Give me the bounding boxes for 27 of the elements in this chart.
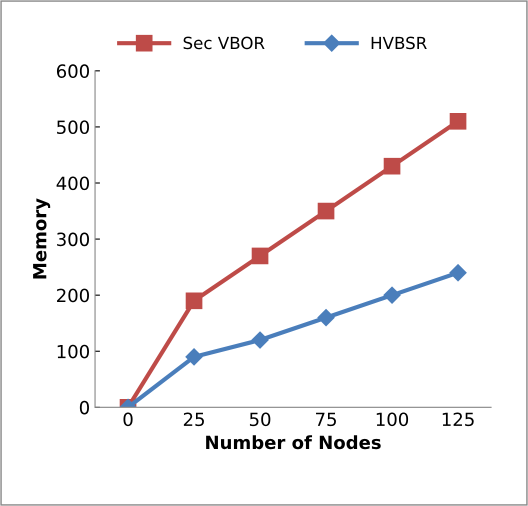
- x-tick-label: 25: [184, 412, 204, 426]
- point: [450, 112, 466, 130]
- y-tick-label: 400: [56, 176, 89, 190]
- legend-label: HVBSR: [372, 36, 427, 50]
- y-tick-label: 300: [57, 232, 89, 246]
- x-tick-label: 0: [123, 412, 133, 426]
- point: [384, 158, 400, 175]
- point: [318, 202, 334, 220]
- x-tick-label: 50: [250, 412, 270, 426]
- y-axis-title: Memory: [33, 198, 50, 278]
- point: [449, 264, 467, 282]
- x-tick-label: 125: [442, 412, 474, 426]
- point: [252, 248, 268, 264]
- y-tick-label: 200: [57, 288, 89, 302]
- x-axis-title: Number of Nodes: [206, 435, 381, 450]
- y-tick-label: 600: [56, 64, 89, 78]
- point: [383, 286, 401, 304]
- x-tick-label: 75: [316, 412, 336, 426]
- y-tick-label: 100: [58, 344, 89, 358]
- point: [251, 331, 269, 349]
- point: [186, 292, 202, 310]
- point: [317, 309, 335, 326]
- legend-label: Sec VBOR: [184, 36, 265, 50]
- x-tick-label: 100: [376, 412, 408, 426]
- y-tick-label: 500: [57, 120, 89, 134]
- y-tick-label: 0: [80, 400, 89, 414]
- point: [185, 348, 203, 366]
